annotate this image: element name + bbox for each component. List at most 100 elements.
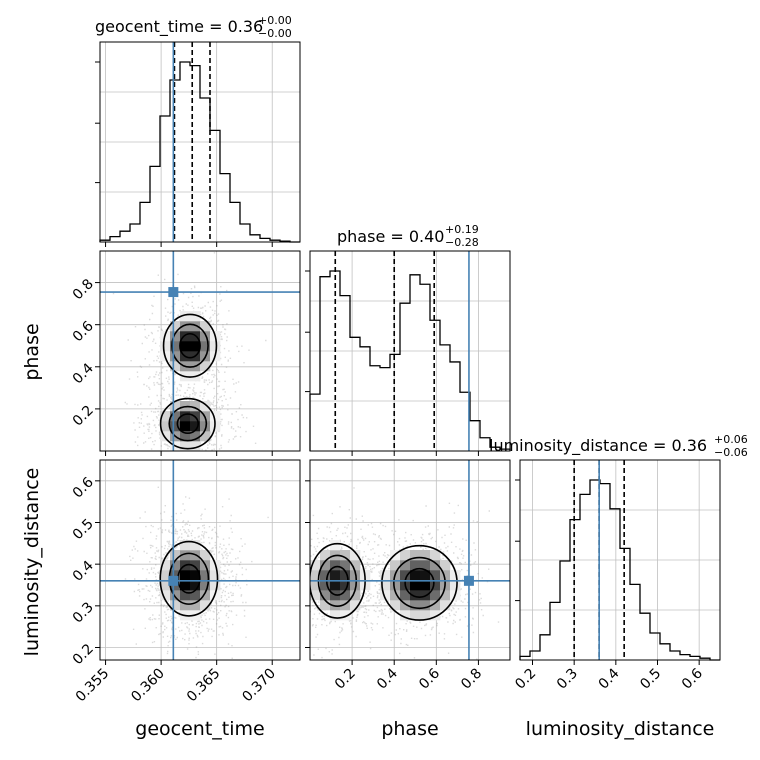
panel-geocent-time-vs-luminosity-distance-ytick-label-1: 0.3 — [70, 599, 97, 626]
panel-geocent-time-vs-phase-cell — [190, 321, 201, 332]
panel-phase-vs-luminosity-distance-cell — [390, 560, 401, 571]
hist-luminosity-distance-xtick-label-4: 0.6 — [679, 665, 706, 692]
panel-phase-vs-luminosity-distance-xtick-label-0: 0.2 — [332, 666, 359, 693]
panel-geocent-time-vs-luminosity-distance-cell — [210, 580, 221, 591]
panel-phase-vs-luminosity-distance-cell — [420, 600, 431, 611]
panel-geocent-time-vs-phase-cell — [180, 311, 191, 322]
ylabel-phase: phase — [21, 323, 43, 380]
panel-phase-vs-luminosity-distance-cell — [330, 570, 341, 581]
panel-geocent-time-vs-luminosity-distance-frame — [99, 459, 301, 661]
hist-phase-steps — [309, 270, 511, 451]
panel-phase-vs-luminosity-distance-cell — [380, 590, 391, 601]
panel-phase-vs-luminosity-distance-cell — [330, 540, 341, 551]
panel-geocent-time-vs-luminosity-distance-cell — [170, 590, 181, 601]
panel-geocent-time-vs-luminosity-distance-cell — [190, 540, 201, 551]
panel-geocent-time-vs-luminosity-distance-xtick-label-0: 0.355 — [73, 666, 113, 706]
panel-phase-vs-luminosity-distance-cell — [400, 560, 411, 571]
title-phase-lower: −0.28 — [445, 236, 479, 249]
panel-geocent-time-vs-luminosity-distance-cell — [190, 600, 201, 611]
panel-phase-vs-luminosity-distance-content — [310, 460, 510, 660]
panel-phase-vs-luminosity-distance-cell — [430, 610, 441, 621]
panel-geocent-time-vs-luminosity-distance-cell — [180, 540, 191, 551]
panel-phase-vs-luminosity-distance-cell — [320, 590, 331, 601]
panel-geocent-time-vs-luminosity-distance-cell — [190, 590, 201, 601]
panel-geocent-time-vs-phase-frame — [99, 250, 301, 452]
hist-geocent-time-frame — [99, 41, 301, 243]
panel-geocent-time-vs-phase-cell — [170, 401, 181, 412]
panel-geocent-time-vs-luminosity-distance: 0.355 0.360 0.365 0.370 0.2 0.3 0.4 0.5 0.6 — [70, 459, 301, 706]
panel-geocent-time-vs-phase-ytick-label-2: 0.6 — [70, 318, 97, 345]
panel-geocent-time-vs-phase-cell — [210, 411, 221, 422]
hist-luminosity-distance-panel: 0.2 0.3 0.4 0.5 0.6 — [512, 459, 721, 693]
panel-phase-vs-luminosity-distance-cell — [350, 600, 361, 611]
panel-geocent-time-vs-luminosity-distance-cell — [170, 570, 181, 581]
title-phase-upper: +0.19 — [445, 223, 479, 236]
panel-geocent-time-vs-phase-contour-0-0 — [162, 313, 218, 378]
panel-geocent-time-vs-phase-ytick-label-0: 0.2 — [70, 402, 97, 429]
panel-geocent-time-vs-phase-cell — [190, 311, 201, 322]
panel-geocent-time-vs-luminosity-distance-xtick-label-3: 0.370 — [239, 666, 279, 706]
hist-geocent-time-steps — [99, 61, 300, 243]
panel-geocent-time-vs-luminosity-distance-xtick-label-2: 0.365 — [184, 666, 224, 706]
xlabel-luminosity-distance: luminosity_distance — [526, 718, 715, 740]
panel-phase-vs-luminosity-distance-cell — [430, 580, 441, 591]
panel-geocent-time-vs-phase-cell — [160, 431, 171, 442]
hist-luminosity-distance-xtick-label-3: 0.5 — [637, 666, 664, 693]
hist-luminosity-distance-xtick-label-1: 0.3 — [554, 666, 581, 693]
panel-phase-vs-luminosity-distance-cell — [350, 580, 361, 591]
panel-geocent-time-vs-luminosity-distance-cell — [160, 580, 171, 591]
hist-geocent-time-panel — [95, 41, 301, 247]
panel-geocent-time-vs-luminosity-distance-ytick-label-2: 0.4 — [70, 558, 97, 585]
panel-phase-vs-luminosity-distance-cell — [420, 560, 431, 571]
title-geocent-time-lower: −0.00 — [258, 27, 292, 40]
panel-geocent-time-vs-luminosity-distance-cell — [180, 600, 191, 611]
panel-phase-vs-luminosity-distance-cell — [390, 580, 401, 591]
panel-geocent-time-vs-phase-cell — [190, 421, 201, 432]
hist-phase-panel — [305, 250, 511, 456]
panel-phase-vs-luminosity-distance-xtick-label-2: 0.6 — [416, 665, 443, 692]
panel-phase-vs-luminosity-distance-cell — [400, 590, 411, 601]
panel-geocent-time-vs-luminosity-distance-xtick-label-1: 0.360 — [128, 666, 168, 706]
panel-phase-vs-luminosity-distance-cell — [350, 560, 361, 571]
panel-geocent-time-vs-luminosity-distance-cell — [170, 560, 181, 571]
panel-phase-vs-luminosity-distance-xtick-label-1: 0.4 — [374, 665, 401, 692]
panel-phase-vs-luminosity-distance-cell — [380, 570, 391, 581]
panel-phase-vs-luminosity-distance-cell — [340, 590, 351, 601]
panel-phase-vs-luminosity-distance-contour-1-1 — [393, 556, 446, 610]
panel-geocent-time-vs-luminosity-distance-cell — [180, 570, 191, 581]
panel-geocent-time-vs-phase-cell — [190, 431, 201, 442]
panel-phase-vs-luminosity-distance-cell — [430, 570, 441, 581]
panel-phase-vs-luminosity-distance-cell — [320, 600, 331, 611]
panel-phase-vs-luminosity-distance-cell — [430, 560, 441, 571]
panel-geocent-time-vs-luminosity-distance-ytick-label-0: 0.2 — [70, 641, 97, 668]
panel-phase-vs-luminosity-distance-xtick-label-3: 0.8 — [458, 666, 485, 693]
panel-phase-vs-luminosity-distance-cell — [390, 600, 401, 611]
panel-geocent-time-vs-phase-cell — [160, 341, 171, 352]
panel-phase-vs-luminosity-distance-cell — [430, 590, 441, 601]
panel-phase-vs-luminosity-distance-cell — [340, 600, 351, 611]
title-geocent-time: geocent_time = 0.36 — [95, 17, 263, 37]
panel-geocent-time-vs-phase-cell — [200, 421, 211, 432]
panel-geocent-time-vs-luminosity-distance-content — [100, 460, 300, 660]
panel-phase-vs-luminosity-distance-cell — [420, 580, 431, 591]
panel-phase-vs-luminosity-distance-cell — [410, 560, 421, 571]
panel-phase-vs-luminosity-distance-cell — [410, 590, 421, 601]
title-phase: phase = 0.40 — [337, 227, 444, 246]
panel-geocent-time-vs-phase-cell — [180, 411, 191, 422]
panel-geocent-time-vs-phase-cell — [200, 431, 211, 442]
panel-geocent-time-vs-phase-contour-1-1 — [168, 405, 208, 442]
panel-phase-vs-luminosity-distance-cell — [450, 580, 461, 591]
panel-phase-vs-luminosity-distance-cell — [420, 610, 431, 621]
hist-luminosity-distance-xtick-label-0: 0.2 — [512, 666, 539, 693]
hist-phase-frame — [309, 250, 511, 452]
panel-geocent-time-vs-phase-cell — [210, 341, 221, 352]
panel-phase-vs-luminosity-distance-cell — [420, 550, 431, 561]
panel-phase-vs-luminosity-distance-cell — [410, 580, 421, 591]
panel-phase-vs-luminosity-distance-contour-2-1 — [404, 567, 435, 598]
panel-geocent-time-vs-luminosity-distance-ytick-label-3: 0.5 — [70, 516, 97, 543]
panel-phase-vs-luminosity-distance-cell — [340, 560, 351, 571]
panel-geocent-time-vs-phase-cell — [170, 341, 181, 352]
title-luminosity-distance: luminosity_distance = 0.36 — [489, 436, 707, 456]
panel-geocent-time-vs-phase-cell — [200, 361, 211, 372]
